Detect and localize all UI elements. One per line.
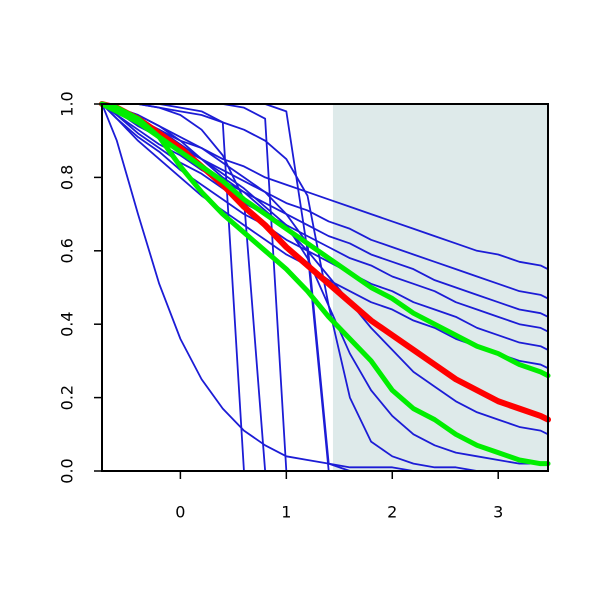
series-line bbox=[101, 103, 549, 351]
x-tick-label: 1 bbox=[281, 503, 291, 522]
y-tick-label: 0.4 bbox=[58, 311, 77, 336]
x-tick-label: 0 bbox=[175, 503, 185, 522]
y-tick-label: 0.2 bbox=[58, 385, 77, 410]
series-line bbox=[101, 103, 549, 436]
series-line bbox=[101, 103, 549, 465]
series-line bbox=[101, 103, 549, 318]
shaded-region bbox=[332, 104, 548, 471]
plot-frame bbox=[101, 103, 549, 472]
series-line bbox=[99, 101, 551, 423]
y-tick-label: 0.6 bbox=[58, 238, 77, 263]
x-tick-label: 2 bbox=[387, 503, 397, 522]
series-line bbox=[101, 103, 549, 271]
series-line bbox=[99, 101, 551, 379]
y-tick-label: 0.8 bbox=[58, 165, 77, 190]
y-tick-label: 0.0 bbox=[58, 458, 77, 483]
series-line bbox=[99, 101, 551, 467]
x-tick-label: 3 bbox=[493, 503, 503, 522]
y-tick-label: 1.0 bbox=[58, 91, 77, 116]
